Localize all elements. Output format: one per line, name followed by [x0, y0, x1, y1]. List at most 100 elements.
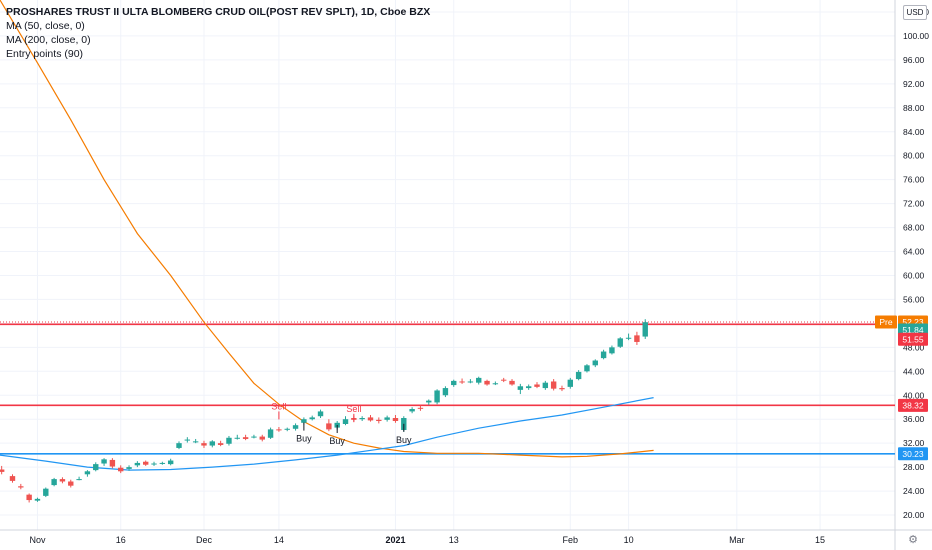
- candle-body[interactable]: [176, 443, 182, 448]
- candle-body[interactable]: [484, 380, 490, 385]
- price-tick-label: 36.00: [903, 414, 925, 424]
- pre-market-tag: [875, 315, 897, 329]
- candle-body[interactable]: [267, 429, 274, 438]
- candle-body[interactable]: [217, 443, 224, 445]
- candle-body[interactable]: [301, 419, 307, 423]
- candle-body[interactable]: [93, 464, 99, 471]
- candle-body[interactable]: [476, 377, 482, 383]
- candle-body[interactable]: [151, 463, 157, 465]
- price-tick-label: 68.00: [903, 223, 925, 233]
- settings-gear-icon[interactable]: ⚙: [908, 533, 918, 546]
- candle-body[interactable]: [109, 459, 116, 467]
- candle-body[interactable]: [326, 423, 332, 430]
- candle-body[interactable]: [584, 365, 590, 372]
- candle-body[interactable]: [500, 379, 507, 381]
- price-tag-label: 38.32: [902, 400, 924, 410]
- candle-body[interactable]: [426, 400, 432, 403]
- time-tick-label: Mar: [729, 535, 745, 545]
- price-tag[interactable]: [898, 447, 928, 461]
- indicator-ma200[interactable]: MA (200, close, 0): [6, 34, 91, 46]
- candle-body[interactable]: [51, 479, 57, 486]
- candle-body[interactable]: [451, 380, 457, 386]
- candle-body[interactable]: [259, 436, 265, 440]
- candle-body[interactable]: [317, 411, 324, 417]
- candle-body[interactable]: [467, 381, 474, 383]
- price-tag[interactable]: [898, 332, 928, 346]
- candle-body[interactable]: [9, 476, 16, 481]
- candle-body[interactable]: [534, 384, 540, 387]
- candle-body[interactable]: [392, 418, 399, 422]
- candle-body[interactable]: [59, 479, 66, 482]
- candle-body[interactable]: [201, 443, 207, 446]
- candle-body[interactable]: [242, 437, 249, 439]
- candle-body[interactable]: [559, 388, 565, 390]
- candle-body[interactable]: [167, 460, 174, 465]
- candle-body[interactable]: [68, 481, 74, 486]
- candle-body[interactable]: [159, 462, 166, 464]
- candle-body[interactable]: [142, 461, 149, 465]
- candle-body[interactable]: [367, 417, 374, 421]
- price-tick-label: 48.00: [903, 342, 925, 352]
- candle-body[interactable]: [525, 386, 532, 389]
- candle-body[interactable]: [417, 407, 424, 409]
- candle-body[interactable]: [101, 459, 107, 464]
- ma200-line: [0, 0, 654, 458]
- candle-body[interactable]: [575, 371, 582, 380]
- candle-body[interactable]: [284, 428, 290, 430]
- price-tick-label: 64.00: [903, 247, 925, 257]
- price-tag[interactable]: [898, 398, 928, 412]
- price-tick-label: 20.00: [903, 510, 925, 520]
- candle-body[interactable]: [43, 488, 49, 496]
- candle-body[interactable]: [459, 381, 465, 383]
- candle-body[interactable]: [492, 383, 499, 385]
- candle-body[interactable]: [509, 380, 515, 385]
- indicator-ma50[interactable]: MA (50, close, 0): [6, 20, 85, 32]
- candle-body[interactable]: [359, 418, 365, 420]
- currency-label[interactable]: USD: [903, 5, 927, 20]
- candle-body[interactable]: [76, 479, 82, 481]
- candle-body[interactable]: [0, 469, 5, 472]
- candle-body[interactable]: [376, 419, 382, 422]
- candle-body[interactable]: [292, 425, 299, 429]
- time-tick-label: 13: [449, 535, 459, 545]
- candle-body[interactable]: [342, 419, 349, 424]
- buy-signal-label: Buy: [396, 435, 412, 445]
- candle-body[interactable]: [625, 337, 632, 339]
- candle-body[interactable]: [84, 471, 91, 475]
- candle-body[interactable]: [126, 467, 132, 469]
- candle-body[interactable]: [251, 436, 257, 438]
- candle-body[interactable]: [409, 409, 415, 412]
- candle-body[interactable]: [309, 417, 315, 420]
- candle-body[interactable]: [592, 360, 598, 366]
- candle-body[interactable]: [567, 379, 574, 387]
- candle-body[interactable]: [600, 351, 607, 359]
- candle-body[interactable]: [550, 381, 557, 389]
- candle-body[interactable]: [18, 486, 24, 488]
- candle-body[interactable]: [184, 439, 191, 441]
- candle-body[interactable]: [384, 417, 390, 420]
- candle-body[interactable]: [442, 388, 449, 396]
- candle-body[interactable]: [226, 437, 232, 444]
- candle-body[interactable]: [134, 462, 141, 466]
- candle-body[interactable]: [276, 429, 282, 431]
- candle-body[interactable]: [642, 322, 648, 337]
- candle-body[interactable]: [542, 382, 549, 389]
- indicator-entry-points[interactable]: Entry points (90): [6, 48, 84, 60]
- candle-body[interactable]: [26, 494, 32, 501]
- price-tick-label: 88.00: [903, 103, 925, 113]
- candle-body[interactable]: [192, 441, 199, 443]
- candle-body[interactable]: [617, 338, 623, 347]
- candle-body[interactable]: [434, 390, 440, 403]
- time-tick-label: 15: [815, 535, 825, 545]
- candle-body[interactable]: [517, 386, 524, 390]
- candle-body[interactable]: [634, 335, 640, 342]
- candle-body[interactable]: [234, 437, 240, 439]
- candle-body[interactable]: [118, 467, 124, 472]
- sell-signal-label: Sell: [271, 401, 286, 411]
- time-tick-label: 10: [624, 535, 634, 545]
- candle-body[interactable]: [209, 441, 216, 446]
- candle-body[interactable]: [609, 347, 615, 354]
- candle-body[interactable]: [34, 498, 41, 501]
